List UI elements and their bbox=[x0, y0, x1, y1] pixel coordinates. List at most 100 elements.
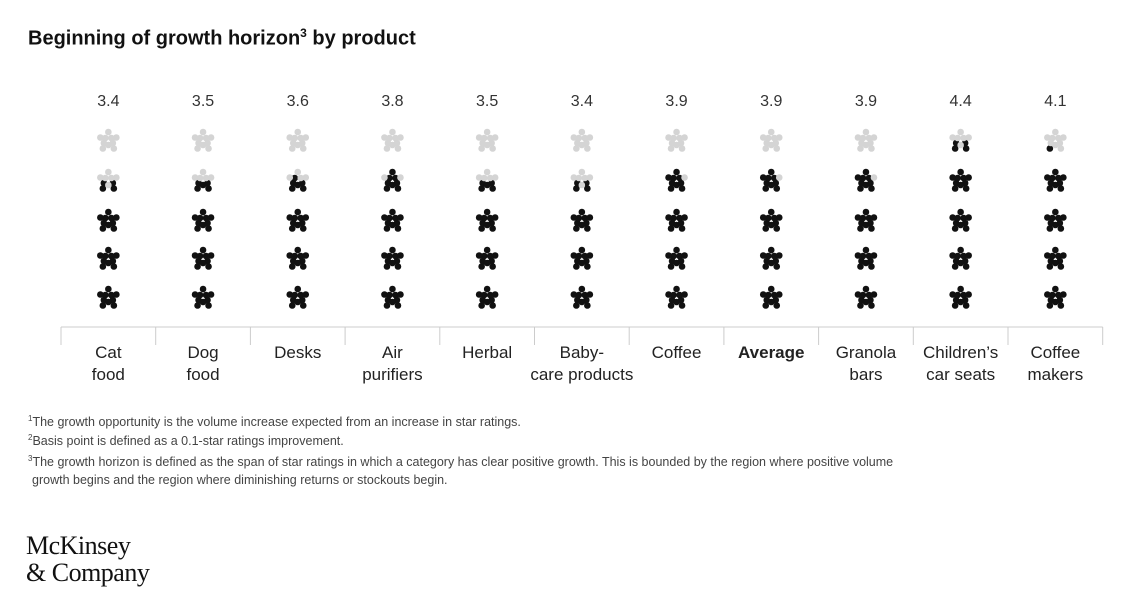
star-dot bbox=[854, 214, 862, 221]
star-dot bbox=[570, 291, 578, 298]
star-dot bbox=[491, 291, 499, 298]
star bbox=[854, 128, 878, 152]
value-label: 3.8 bbox=[381, 93, 403, 110]
star-dot bbox=[759, 214, 767, 221]
star-dot bbox=[575, 174, 583, 182]
star-dot bbox=[196, 214, 204, 222]
star-dot bbox=[291, 214, 299, 222]
star-dot bbox=[665, 252, 672, 259]
star-dot bbox=[383, 263, 391, 270]
star-dot bbox=[1057, 263, 1065, 270]
star bbox=[854, 246, 878, 270]
star-dot bbox=[291, 174, 299, 182]
star bbox=[475, 208, 499, 232]
star-dot bbox=[673, 285, 680, 293]
star-dot bbox=[291, 134, 299, 142]
star-dot bbox=[573, 225, 580, 232]
star-dot bbox=[578, 246, 586, 254]
star-dot bbox=[381, 134, 388, 141]
star-dot bbox=[108, 174, 115, 182]
star bbox=[191, 128, 215, 152]
star bbox=[854, 285, 878, 309]
star-dot bbox=[389, 208, 396, 216]
star bbox=[381, 246, 404, 270]
star-dot bbox=[962, 302, 970, 309]
star-dot bbox=[302, 291, 310, 298]
star bbox=[191, 246, 215, 270]
star-dot bbox=[97, 291, 104, 298]
footnote-3: 3The growth horizon is defined as the sp… bbox=[28, 454, 894, 470]
star-column bbox=[570, 128, 594, 309]
star-dot bbox=[108, 291, 115, 299]
star-dot bbox=[381, 174, 388, 181]
star-dot bbox=[575, 252, 583, 260]
star-dot bbox=[581, 291, 589, 299]
star-dot bbox=[491, 252, 499, 259]
star-dot bbox=[194, 185, 201, 192]
star-dot bbox=[191, 252, 199, 259]
star-dot bbox=[392, 291, 399, 299]
star-dot bbox=[954, 291, 961, 299]
star-dot bbox=[475, 291, 483, 298]
star-dot bbox=[294, 168, 302, 176]
value-label: 3.9 bbox=[855, 93, 877, 110]
star-column bbox=[286, 128, 310, 309]
star bbox=[665, 246, 688, 270]
star-dot bbox=[483, 259, 491, 267]
star-dot bbox=[762, 302, 770, 309]
star-dot bbox=[199, 128, 207, 136]
category-label: Air bbox=[382, 343, 403, 362]
star-dot bbox=[97, 134, 104, 141]
star-dot bbox=[957, 298, 964, 306]
star-dot bbox=[665, 214, 672, 221]
star-dot bbox=[865, 214, 873, 222]
star-dot bbox=[759, 174, 767, 181]
star-dot bbox=[478, 263, 485, 270]
star-dot bbox=[105, 208, 112, 216]
star-dot bbox=[191, 291, 199, 298]
star-dot bbox=[673, 259, 680, 267]
star-dot bbox=[199, 298, 207, 306]
star-dot bbox=[1044, 291, 1051, 298]
star-dot bbox=[870, 291, 878, 298]
star-dot bbox=[207, 174, 215, 181]
star-dot bbox=[665, 134, 672, 141]
star-dot bbox=[957, 285, 964, 293]
star-dot bbox=[578, 285, 586, 293]
star-dot bbox=[389, 298, 396, 306]
star-dot bbox=[965, 214, 972, 221]
star-dot bbox=[108, 134, 115, 142]
star bbox=[1044, 285, 1067, 309]
star-dot bbox=[965, 134, 972, 141]
star-dot bbox=[397, 291, 404, 298]
star-dot bbox=[302, 134, 310, 141]
star bbox=[97, 208, 120, 232]
star-dot bbox=[954, 174, 961, 182]
star-dot bbox=[299, 145, 307, 152]
star-dot bbox=[1052, 221, 1059, 229]
star bbox=[97, 246, 120, 270]
star-dot bbox=[297, 252, 305, 260]
star-dot bbox=[394, 263, 402, 270]
star bbox=[1044, 168, 1067, 192]
star-dot bbox=[949, 134, 956, 141]
category-label: car seats bbox=[926, 365, 995, 384]
star-dot bbox=[202, 291, 210, 299]
star-dot bbox=[673, 128, 680, 136]
category-label: food bbox=[92, 365, 125, 384]
star-dot bbox=[475, 214, 483, 221]
star-dot bbox=[194, 145, 201, 152]
star-dot bbox=[294, 141, 302, 149]
star bbox=[665, 168, 688, 192]
star-dot bbox=[960, 174, 967, 182]
category-label: purifiers bbox=[362, 365, 422, 384]
star-dot bbox=[673, 168, 680, 176]
star-dot bbox=[297, 174, 305, 182]
star-dot bbox=[957, 246, 964, 254]
star-dot bbox=[676, 291, 683, 299]
star-dot bbox=[665, 291, 672, 298]
star-dot bbox=[394, 302, 402, 309]
star bbox=[191, 285, 215, 309]
star-dot bbox=[1057, 145, 1065, 152]
star-dot bbox=[759, 291, 767, 298]
